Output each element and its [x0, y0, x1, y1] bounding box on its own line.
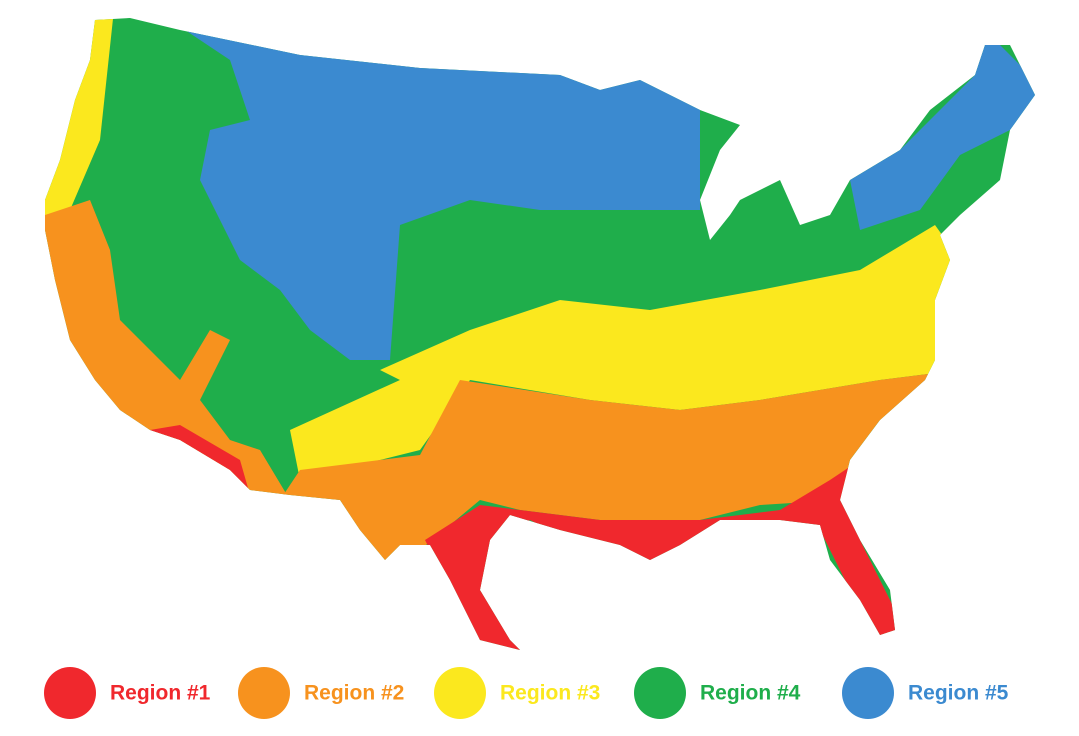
legend-swatch — [238, 667, 290, 719]
legend-label: Region #1 — [110, 682, 211, 705]
legend-label: Region #5 — [908, 682, 1009, 705]
region-area — [45, 200, 290, 500]
legend-swatch — [434, 667, 486, 719]
region-area — [290, 225, 960, 480]
region-area — [140, 18, 700, 360]
legend: Region #1 Region #2 Region #3 Region #4 Regi… — [44, 667, 1009, 719]
legend-swatch — [634, 667, 686, 719]
legend-swatch — [44, 667, 96, 719]
legend-label: Region #2 — [304, 682, 404, 705]
legend-label: Region #3 — [500, 682, 600, 705]
region-area — [850, 30, 1035, 230]
legend-label: Region #4 — [700, 682, 801, 705]
legend-swatch — [842, 667, 894, 719]
region-area — [280, 370, 960, 580]
